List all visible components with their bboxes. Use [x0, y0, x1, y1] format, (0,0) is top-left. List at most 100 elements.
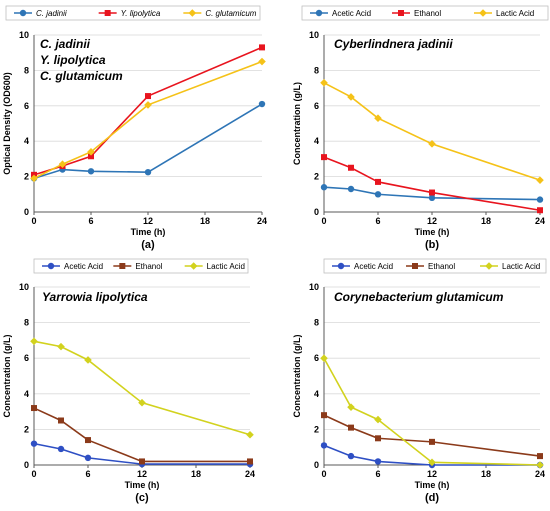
x-tick-label: 0: [321, 469, 326, 479]
legend-marker: [315, 9, 323, 17]
y-axis-label: Concentration (g/L): [292, 82, 302, 165]
panel-label: (a): [141, 239, 155, 251]
chart-title: Yarrowia lipolytica: [42, 290, 148, 304]
x-tick-label: 12: [427, 469, 437, 479]
series-line: [33, 407, 250, 463]
data-point: [144, 168, 152, 176]
x-tick-label: 6: [375, 469, 380, 479]
data-point: [320, 184, 328, 191]
y-tick-label: 2: [314, 424, 319, 434]
data-point: [374, 191, 382, 198]
legend-label: Acetic Acid: [332, 9, 371, 18]
data-point: [30, 174, 38, 183]
data-point: [87, 168, 95, 175]
data-point: [58, 417, 64, 424]
y-tick-label: 4: [24, 136, 29, 146]
legend-marker: [104, 10, 111, 16]
legend-box: [33, 258, 249, 274]
chart-title: C. jadinii: [40, 37, 91, 51]
series-ethanol: [321, 154, 543, 214]
x-tick-label: 24: [245, 469, 255, 479]
panel-label: (b): [425, 239, 439, 251]
x-tick-label: 24: [535, 216, 545, 226]
x-tick-label: 18: [481, 216, 491, 226]
data-point: [321, 412, 327, 419]
data-point: [536, 461, 544, 469]
data-point: [320, 354, 328, 362]
y-tick-label: 10: [309, 30, 319, 40]
legend-label: C. glutamicum: [205, 9, 256, 18]
data-point: [537, 207, 543, 214]
data-point: [144, 101, 152, 109]
y-tick-label: 0: [24, 460, 29, 470]
legend-marker: [47, 262, 55, 270]
y-tick-label: 10: [19, 282, 29, 292]
y-tick-label: 8: [314, 65, 319, 75]
y-tick-label: 2: [24, 172, 29, 182]
data-point: [320, 78, 328, 87]
data-point: [374, 458, 382, 465]
x-tick-label: 18: [191, 469, 201, 479]
data-point: [30, 337, 38, 346]
y-tick-label: 2: [314, 172, 319, 182]
legend: C. jadinii Y. lipolytica C. glutamicum: [5, 5, 261, 21]
x-tick-label: 24: [535, 469, 545, 479]
data-point: [30, 440, 38, 447]
y-tick-label: 4: [314, 136, 319, 146]
legend-marker: [398, 10, 404, 16]
x-axis-label: Time (h): [415, 227, 450, 237]
series-lactic-acid: [320, 354, 544, 469]
x-tick-label: 12: [137, 469, 147, 479]
data-point: [145, 93, 151, 100]
data-point: [57, 342, 65, 351]
x-tick-label: 6: [85, 469, 90, 479]
x-tick-label: 12: [427, 216, 437, 226]
y-axis-label: Optical Density (OD600): [2, 72, 12, 175]
legend-label: Lactic Acid: [496, 9, 534, 18]
data-point: [139, 458, 145, 465]
data-point: [375, 435, 381, 442]
legend-label: Acetic Acid: [64, 262, 103, 271]
y-tick-label: 8: [314, 318, 319, 328]
data-point: [537, 453, 543, 460]
y-tick-label: 8: [24, 65, 29, 75]
data-point: [84, 356, 92, 364]
y-tick-label: 0: [24, 207, 29, 217]
y-tick-label: 6: [314, 353, 319, 363]
x-tick-label: 0: [31, 469, 36, 479]
legend-label: Lactic Acid: [502, 262, 540, 271]
chart-title: Corynebacterium glutamicum: [334, 290, 504, 304]
data-point: [348, 424, 354, 431]
data-point: [429, 189, 435, 196]
data-point: [429, 438, 435, 445]
series-line: [323, 414, 541, 457]
data-point: [347, 185, 355, 193]
panel-label: (d): [425, 492, 439, 504]
chart-title: Y. lipolytica: [40, 53, 106, 67]
data-point: [85, 437, 91, 444]
x-tick-label: 0: [31, 216, 36, 226]
x-axis-label: Time (h): [125, 480, 160, 490]
legend-box: [5, 5, 261, 21]
legend-marker: [337, 262, 345, 270]
legend-marker: [479, 9, 487, 17]
data-point: [536, 176, 544, 184]
data-point: [321, 154, 327, 161]
series-line: [323, 357, 541, 466]
x-tick-label: 18: [200, 216, 210, 226]
legend-label: Lactic Acid: [207, 262, 245, 271]
legend-marker: [188, 9, 197, 17]
data-point: [347, 93, 355, 101]
series-lactic-acid: [320, 78, 544, 184]
y-tick-label: 6: [314, 101, 319, 111]
legend-marker: [119, 263, 126, 269]
y-tick-label: 8: [24, 318, 29, 328]
data-point: [348, 164, 354, 171]
y-tick-label: 2: [24, 424, 29, 434]
data-point: [374, 114, 382, 122]
y-tick-label: 6: [24, 353, 29, 363]
legend-marker: [412, 263, 418, 269]
chart-title: Cyberlindnera jadinii: [334, 37, 453, 51]
